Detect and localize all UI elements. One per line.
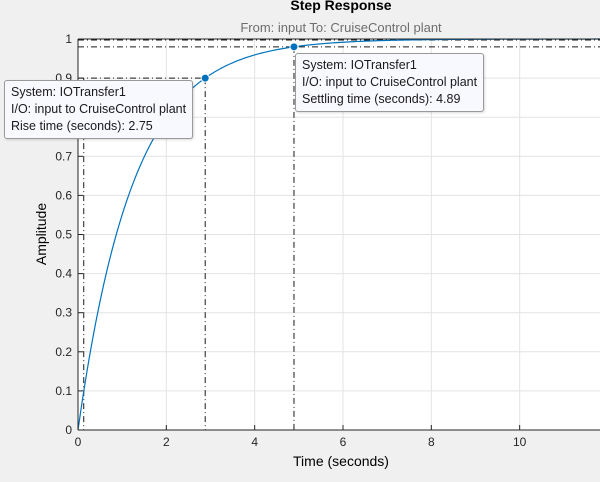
- y-tick-label: 0.6: [55, 188, 72, 202]
- settling-time-marker: [289, 42, 299, 52]
- settling-time-datatip[interactable]: System: IOTransfer1 I/O: input to Cruise…: [295, 53, 485, 112]
- rise-time-datatip[interactable]: System: IOTransfer1 I/O: input to Cruise…: [4, 80, 194, 139]
- x-tick-label: 10: [513, 435, 527, 449]
- y-tick-label: 0.1: [55, 384, 72, 398]
- rise-datatip-system: System: IOTransfer1: [11, 85, 126, 99]
- y-tick-label: 0.3: [55, 306, 72, 320]
- y-tick-label: 0: [65, 423, 72, 437]
- chart-subtitle: From: input To: CruiseControl plant: [240, 20, 442, 35]
- x-axis-title: Time (seconds): [293, 453, 389, 469]
- reference-lines: [78, 39, 600, 430]
- settling-datatip-io: I/O: input to CruiseControl plant: [302, 75, 478, 89]
- settling-datatip-system: System: IOTransfer1: [302, 58, 417, 72]
- y-axis-title: Amplitude: [33, 203, 49, 265]
- y-tick-label: 0.7: [55, 149, 72, 163]
- x-tick-label: 8: [428, 435, 435, 449]
- x-tick-label: 0: [75, 435, 82, 449]
- datatip-markers: [200, 42, 299, 83]
- rise-time-marker: [200, 73, 210, 83]
- y-tick-label: 0.5: [55, 228, 72, 242]
- y-tick-label: 1: [65, 32, 72, 46]
- x-tick-label: 2: [163, 435, 170, 449]
- rise-datatip-metric: Rise time (seconds): 2.75: [11, 119, 153, 133]
- x-tick-label: 6: [340, 435, 347, 449]
- y-tick-label: 0.4: [55, 267, 72, 281]
- y-tick-label: 0.2: [55, 345, 72, 359]
- x-tick-label: 4: [251, 435, 258, 449]
- settling-datatip-metric: Settling time (seconds): 4.89: [302, 92, 461, 106]
- rise-datatip-io: I/O: input to CruiseControl plant: [11, 102, 187, 116]
- chart-title: Step Response: [290, 0, 391, 13]
